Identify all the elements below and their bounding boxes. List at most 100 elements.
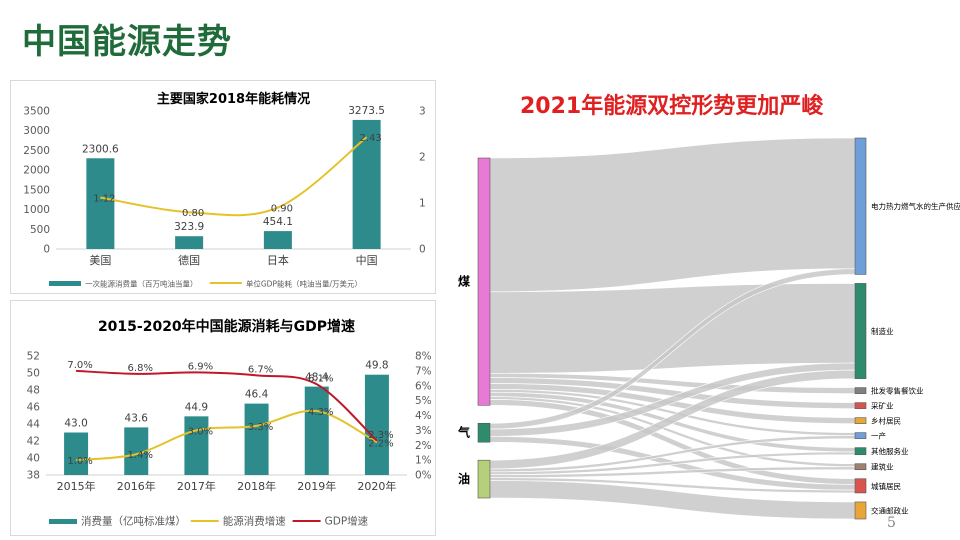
legend-label: 一次能源消费量（百万吨油当量）	[85, 279, 198, 289]
y-tick-label: 38	[27, 470, 40, 482]
chart-energy-gdp: 2015-2020年中国能源消耗与GDP增速 38 40 42 44 46 48 50 52 0%…	[27, 318, 432, 528]
x-tick-label: 2019年	[297, 479, 336, 493]
sankey-target-node	[854, 402, 867, 409]
x-tick-label: 2016年	[117, 479, 156, 493]
line-data-label: 1.12	[93, 193, 115, 204]
bar	[175, 236, 204, 249]
y-tick-label: 3000	[23, 125, 50, 137]
y2-tick-label: 3	[419, 106, 426, 118]
sankey-target-node	[854, 283, 867, 379]
y2-tick-label: 6%	[415, 380, 432, 392]
sankey-target-label: 采矿业	[871, 401, 894, 411]
page-title: 中国能源走势	[22, 22, 232, 62]
sankey-target-label: 城镇居民	[871, 481, 901, 491]
legend-label: GDP增速	[325, 515, 369, 528]
legend-label: 消费量（亿吨标准煤）	[81, 515, 186, 528]
bar-data-label: 2300.6	[82, 143, 119, 155]
bar-data-label: 43.6	[125, 412, 149, 424]
sankey-source-label: 煤	[458, 274, 470, 289]
y-tick-label: 1000	[23, 204, 50, 216]
bar-data-label: 44.9	[185, 401, 208, 413]
bar	[263, 231, 292, 249]
y2-tick-label: 3%	[415, 425, 432, 437]
bar	[352, 119, 381, 249]
x-tick-label: 中国	[356, 254, 378, 267]
line-data-label: 3.0%	[188, 426, 213, 437]
y2-tick-label: 2%	[415, 440, 432, 452]
line-data-label: 7.0%	[67, 360, 92, 371]
sankey-target-label: 交通邮政业	[871, 505, 909, 515]
y-tick-label: 44	[27, 419, 41, 431]
sankey-target-label: 建筑业	[871, 462, 894, 472]
sankey-source-node	[477, 459, 491, 499]
sankey-source-node	[477, 157, 491, 406]
x-tick-label: 德国	[178, 253, 200, 267]
x-tick-label: 美国	[89, 254, 111, 267]
sankey-flow	[489, 137, 856, 293]
y-tick-label: 40	[27, 453, 40, 465]
line-data-label: 6.1%	[308, 373, 333, 384]
bar	[86, 158, 115, 249]
bar-data-label: 46.4	[245, 389, 269, 401]
x-tick-label: 2020年	[357, 479, 396, 493]
legend-label: 能源消费增速	[223, 515, 286, 528]
y-tick-label: 3500	[23, 106, 50, 118]
legend-swatch	[49, 519, 77, 524]
sankey-flow	[489, 283, 856, 374]
x-tick-label: 2018年	[237, 479, 276, 493]
line-data-label: 6.8%	[128, 363, 153, 374]
series-line	[76, 369, 378, 442]
line-data-label: 0.90	[271, 204, 293, 215]
sankey-source-label: 气	[457, 425, 470, 440]
y2-tick-label: 5%	[415, 395, 432, 407]
y-tick-label: 52	[27, 351, 40, 363]
sankey-target-label: 电力热力燃气水的生产供应	[871, 201, 960, 211]
line-data-label: 0.80	[182, 208, 204, 219]
bar-data-label: 49.8	[365, 360, 388, 372]
y2-tick-label: 8%	[415, 351, 432, 363]
sankey-target-node	[854, 501, 867, 520]
sankey-target-label: 其他服务业	[871, 446, 909, 456]
bar-data-label: 3273.5	[348, 105, 385, 117]
line-data-label: 1.4%	[128, 450, 153, 461]
chart-panel-2015-2020: 2015-2020年中国能源消耗与GDP增速 38 40 42 44 46 48 50 52 0%…	[10, 300, 436, 536]
sankey-source-label: 油	[458, 471, 470, 486]
y2-tick-label: 2	[419, 152, 426, 164]
chart-title: 主要国家2018年能耗情况	[157, 91, 310, 107]
sankey-target-label: 制造业	[871, 326, 894, 336]
bar-data-label: 323.9	[174, 221, 204, 233]
bar	[364, 374, 389, 475]
sankey-target-label: 批发零售餐饮业	[871, 386, 924, 396]
y2-tick-label: 4%	[415, 410, 432, 422]
bar-data-label: 454.1	[263, 216, 293, 228]
y-tick-label: 1500	[23, 184, 50, 196]
y-tick-label: 50	[27, 368, 40, 380]
line-data-label: 1.0%	[67, 456, 92, 467]
bar	[244, 403, 269, 475]
chart-panel-2018: 主要国家2018年能耗情况 0 500 1000 1500 2000 2500 3000 350…	[10, 80, 436, 294]
chart-title: 2015-2020年中国能源消耗与GDP增速	[98, 318, 355, 335]
y-tick-label: 2000	[23, 165, 50, 177]
sankey-target-node	[854, 447, 867, 456]
y-tick-label: 2500	[23, 145, 50, 157]
sankey-target-node	[854, 432, 867, 439]
line-data-label: 2.2%	[368, 438, 393, 449]
y-tick-label: 46	[27, 402, 41, 414]
y2-tick-label: 0%	[415, 470, 432, 482]
sankey-source-node	[477, 422, 491, 443]
y2-tick-label: 7%	[415, 365, 432, 377]
line-data-label: 6.7%	[248, 364, 273, 375]
page-number: 5	[887, 515, 896, 531]
bar	[184, 416, 209, 475]
x-tick-label: 2015年	[57, 479, 96, 493]
y2-tick-label: 1%	[415, 455, 432, 467]
bar-data-label: 43.0	[64, 418, 87, 430]
x-tick-label: 2017年	[177, 479, 216, 493]
legend-label: 单位GDP能耗（吨油当量/万美元）	[246, 279, 362, 289]
series-line	[75, 409, 378, 462]
y-tick-label: 48	[27, 385, 40, 397]
y-tick-label: 42	[27, 436, 40, 448]
line-data-label: 2.3%	[368, 430, 393, 441]
x-tick-label: 日本	[267, 253, 289, 267]
y2-tick-label: 0	[419, 244, 426, 256]
